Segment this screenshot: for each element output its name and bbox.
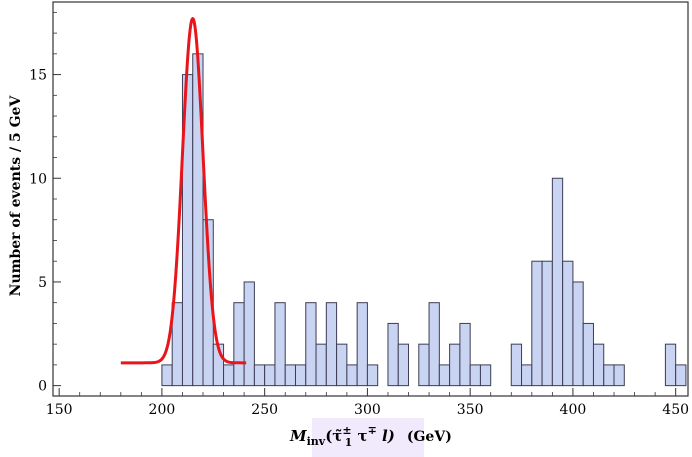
histogram-bar — [305, 302, 317, 387]
histogram-bar — [253, 364, 266, 387]
histogram-bar — [541, 260, 553, 387]
x-tick-label: 300 — [354, 402, 381, 418]
histogram-bar — [572, 281, 584, 387]
histogram-bar — [551, 177, 564, 387]
histogram-bar — [223, 364, 235, 387]
histogram-bar — [479, 364, 492, 387]
xlabel-highlight — [312, 418, 424, 457]
histogram-bar — [294, 364, 307, 387]
histogram-bar — [284, 364, 296, 387]
histogram-bar — [459, 322, 471, 387]
histogram-bar — [366, 364, 379, 387]
histogram-bar — [592, 343, 605, 387]
y-axis-title: Number of events / 5 GeV — [8, 95, 24, 297]
y-axis-ticks: 0 5 10 15 — [29, 11, 61, 395]
histogram-bar — [315, 343, 327, 387]
histogram-bar — [161, 364, 173, 387]
histogram-bar — [397, 343, 410, 387]
histogram-bar — [531, 260, 543, 387]
histogram-bar — [274, 302, 286, 387]
histogram-bar — [449, 343, 461, 387]
histogram-bar — [356, 302, 368, 387]
x-tick-label: 350 — [457, 402, 484, 418]
y-tick-label: 5 — [38, 275, 47, 291]
x-tick-label: 200 — [149, 402, 176, 418]
histogram-bar — [510, 343, 523, 387]
histogram-bar — [428, 302, 440, 387]
histogram-bar — [664, 343, 677, 387]
histogram-bar — [387, 322, 399, 387]
histogram-bar — [264, 364, 276, 387]
x-tick-label: 450 — [662, 402, 689, 418]
histogram-bar — [675, 364, 687, 387]
histogram-bar — [469, 364, 481, 387]
x-tick-label: 150 — [46, 402, 73, 418]
x-tick-label: 400 — [560, 402, 587, 418]
histogram-bar — [233, 302, 245, 387]
histogram-bar — [562, 260, 574, 387]
gaussian-fit-curve — [119, 17, 248, 365]
y-tick-label: 0 — [38, 379, 47, 395]
histogram-bar — [438, 364, 451, 387]
histogram-bar — [418, 343, 430, 387]
x-tick-label: 250 — [251, 402, 278, 418]
histogram-bar — [603, 364, 615, 387]
bars-group — [161, 53, 687, 387]
x-axis-title: Minv(τ̃± 1 τ∓ l) (GeV) — [289, 424, 452, 449]
y-tick-label: 15 — [29, 68, 47, 84]
histogram-bar — [521, 364, 533, 387]
histogram-bar — [613, 364, 625, 387]
histogram-bar — [325, 302, 338, 387]
histogram-bar — [243, 281, 255, 387]
histogram-bar — [336, 343, 348, 387]
histogram-bar — [582, 322, 594, 387]
histogram-bar — [346, 364, 358, 387]
x-axis-ticks: 150 200 250 300 350 400 450 — [46, 388, 689, 418]
y-tick-label: 10 — [29, 171, 47, 187]
